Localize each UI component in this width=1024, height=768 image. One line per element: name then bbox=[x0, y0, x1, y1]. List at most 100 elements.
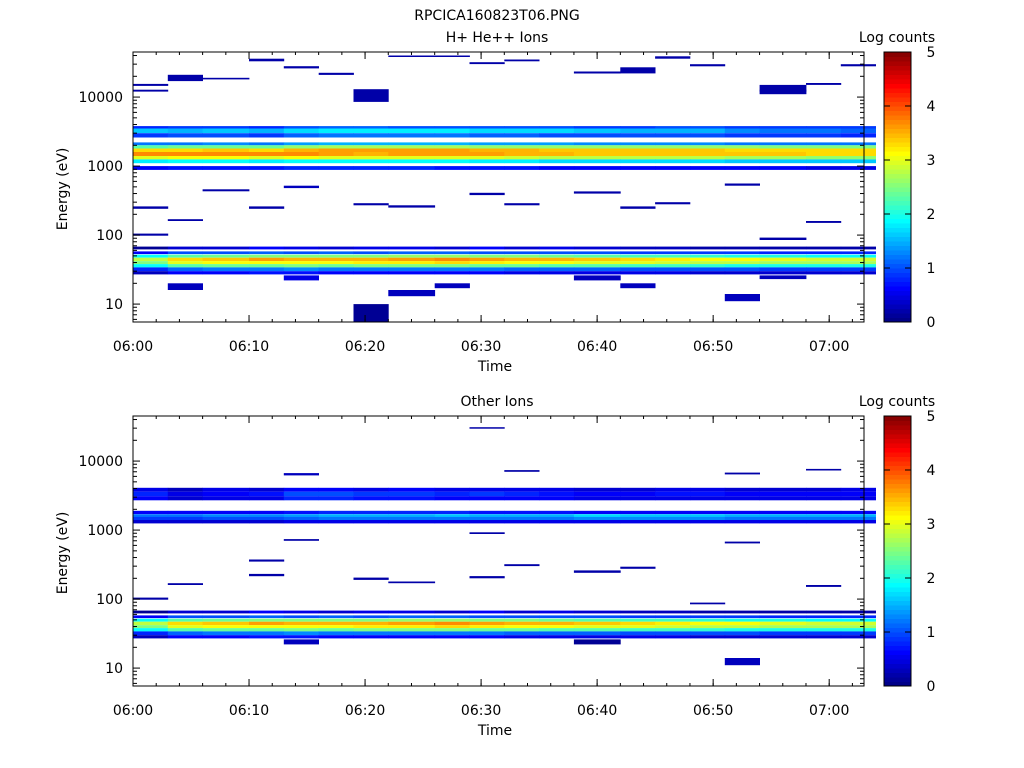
heatmap-cell bbox=[133, 233, 169, 236]
heatmap-cell bbox=[806, 126, 842, 129]
heatmap-cell bbox=[573, 264, 621, 268]
colorbar-swatch bbox=[884, 209, 911, 215]
heatmap-cell bbox=[249, 126, 285, 129]
heatmap-cell bbox=[690, 618, 726, 622]
heatmap-cell bbox=[573, 156, 621, 160]
colorbar-tick-label: 4 bbox=[927, 463, 936, 479]
heatmap-cell bbox=[840, 510, 876, 515]
heatmap-cell bbox=[283, 631, 319, 636]
heatmap-cell bbox=[469, 427, 505, 429]
heatmap-cell bbox=[690, 261, 726, 265]
heatmap-cell bbox=[249, 142, 285, 146]
heatmap-cell bbox=[504, 271, 540, 275]
heatmap-cell bbox=[655, 618, 691, 622]
heatmap-cell bbox=[806, 166, 842, 170]
colorbar-swatch bbox=[884, 74, 911, 80]
heatmap-cell bbox=[504, 159, 540, 164]
heatmap-cell bbox=[353, 128, 389, 134]
heatmap-cell bbox=[620, 267, 656, 272]
heatmap-cell bbox=[167, 510, 203, 515]
heatmap-cell bbox=[133, 142, 169, 146]
panel-title: H+ He++ Ions bbox=[446, 30, 549, 46]
heatmap-cell bbox=[573, 152, 621, 156]
heatmap-cell bbox=[504, 166, 540, 170]
colorbar-swatch bbox=[884, 155, 911, 161]
heatmap-cell bbox=[539, 148, 575, 152]
heatmap-cell bbox=[133, 246, 169, 250]
heatmap-cell bbox=[249, 520, 285, 524]
heatmap-cell bbox=[249, 514, 285, 517]
heatmap-cell bbox=[249, 58, 285, 62]
heatmap-cell bbox=[202, 621, 250, 626]
heatmap-cell bbox=[353, 628, 389, 632]
heatmap-cell bbox=[167, 631, 203, 636]
heatmap-cell bbox=[318, 156, 354, 160]
colorbar-swatch bbox=[884, 52, 911, 57]
heatmap-cell bbox=[655, 254, 691, 258]
heatmap-cell bbox=[655, 126, 691, 129]
heatmap-cell bbox=[690, 246, 726, 250]
colorbar-swatch bbox=[884, 429, 911, 435]
y-tick-label: 10 bbox=[105, 297, 123, 313]
colorbar-tick-label: 0 bbox=[927, 679, 936, 695]
colorbar-swatch bbox=[884, 537, 911, 543]
heatmap-cell bbox=[539, 520, 575, 524]
heatmap-cell bbox=[133, 496, 169, 501]
heatmap-cell bbox=[318, 72, 354, 75]
heatmap-cell bbox=[318, 491, 354, 497]
heatmap-cell bbox=[840, 145, 876, 149]
heatmap-cell bbox=[504, 496, 540, 501]
colorbar-swatch bbox=[884, 124, 911, 129]
heatmap-cell bbox=[690, 267, 726, 272]
heatmap-cell bbox=[724, 257, 760, 262]
heatmap-cell bbox=[655, 142, 691, 146]
heatmap-cell bbox=[133, 261, 169, 265]
heatmap-cell bbox=[388, 635, 436, 639]
heatmap-cell bbox=[249, 257, 285, 262]
heatmap-cell bbox=[283, 514, 319, 517]
heatmap-cell bbox=[655, 148, 691, 152]
heatmap-cell bbox=[388, 581, 436, 584]
heatmap-cell bbox=[318, 159, 354, 164]
heatmap-cell bbox=[434, 625, 470, 629]
heatmap-cell bbox=[283, 618, 319, 622]
heatmap-cell bbox=[840, 615, 876, 619]
heatmap-cell bbox=[133, 610, 169, 614]
heatmap-cell bbox=[573, 254, 621, 258]
heatmap-cell bbox=[806, 491, 842, 497]
heatmap-cell bbox=[573, 145, 621, 149]
heatmap-cell bbox=[353, 510, 389, 515]
heatmap-cell bbox=[167, 491, 203, 497]
heatmap-cell bbox=[133, 514, 169, 517]
heatmap-cell bbox=[167, 514, 203, 517]
heatmap-cell bbox=[724, 541, 760, 544]
heatmap-cell bbox=[806, 615, 842, 619]
colorbar-swatch bbox=[884, 519, 911, 525]
heatmap-cell bbox=[202, 166, 250, 170]
heatmap-cell bbox=[655, 491, 691, 497]
heatmap-cell bbox=[283, 66, 319, 69]
colorbar-swatch bbox=[884, 569, 911, 574]
heatmap-cell bbox=[202, 254, 250, 258]
colorbar-swatch bbox=[884, 591, 911, 597]
heatmap-cell bbox=[504, 264, 540, 268]
heatmap-cell bbox=[318, 152, 354, 156]
heatmap-cell bbox=[434, 610, 470, 614]
heatmap-cell bbox=[620, 254, 656, 258]
heatmap-cell bbox=[469, 491, 505, 497]
heatmap-cell bbox=[724, 635, 760, 639]
colorbar-swatch bbox=[884, 420, 911, 426]
heatmap-cell bbox=[806, 610, 842, 614]
heatmap-cell bbox=[202, 631, 250, 636]
heatmap-cell bbox=[806, 133, 842, 138]
heatmap-cell bbox=[620, 159, 656, 164]
heatmap-cell bbox=[620, 156, 656, 160]
heatmap-cell bbox=[690, 271, 726, 275]
colorbar: 0 1 2 3 4 5 bbox=[883, 45, 936, 331]
heatmap-cell bbox=[840, 271, 876, 275]
heatmap-cell bbox=[620, 621, 656, 626]
colorbar-swatch bbox=[884, 452, 911, 457]
heatmap-cell bbox=[388, 251, 436, 255]
heatmap-cell bbox=[806, 267, 842, 272]
heatmap-cell bbox=[469, 62, 505, 65]
